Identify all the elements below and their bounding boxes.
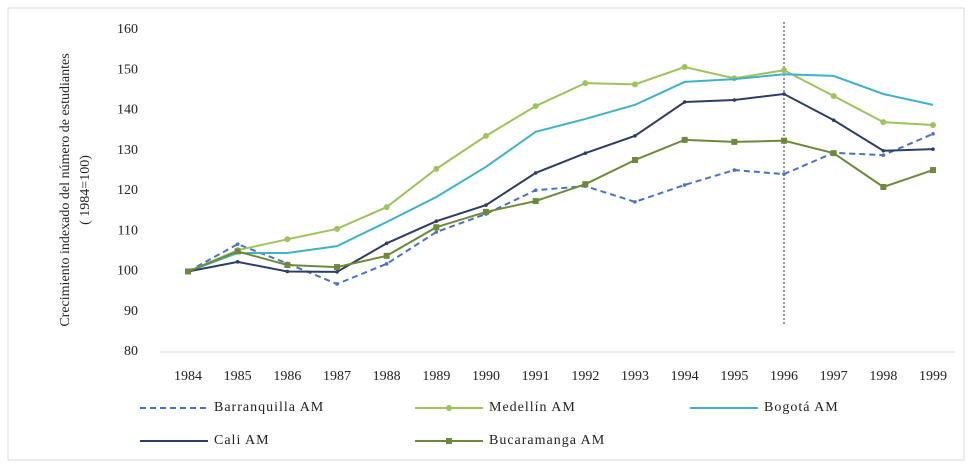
y-tick-label: 80 bbox=[124, 344, 138, 359]
y-tick-label: 110 bbox=[118, 223, 138, 238]
point bbox=[235, 260, 240, 264]
point bbox=[633, 200, 637, 204]
point bbox=[931, 132, 935, 136]
point bbox=[830, 93, 837, 100]
x-tick-label: 1987 bbox=[323, 369, 351, 384]
legend-label: Bogotá AM bbox=[764, 400, 839, 415]
point bbox=[484, 203, 488, 207]
x-tick-label: 1991 bbox=[522, 369, 550, 384]
point bbox=[732, 168, 737, 172]
x-tick-label: 1985 bbox=[224, 369, 252, 384]
point bbox=[732, 98, 737, 102]
series-line bbox=[187, 73, 934, 273]
point bbox=[782, 172, 786, 176]
y-tick-label: 140 bbox=[117, 103, 138, 118]
point bbox=[334, 264, 340, 271]
point bbox=[335, 270, 339, 274]
point bbox=[433, 165, 440, 172]
y-tick-label: 130 bbox=[117, 143, 138, 158]
y-axis-label: Crecimiento indexado del número de estud… bbox=[58, 53, 73, 326]
point bbox=[335, 282, 339, 286]
point bbox=[632, 157, 638, 164]
point bbox=[483, 208, 489, 215]
point bbox=[682, 183, 687, 187]
point bbox=[931, 147, 935, 151]
y-axis-label: ( 1984=100) bbox=[78, 155, 93, 225]
point bbox=[781, 67, 787, 74]
series-line bbox=[187, 65, 934, 273]
point bbox=[285, 269, 290, 274]
point bbox=[533, 171, 538, 175]
chart-frame bbox=[7, 7, 965, 461]
x-tick-label: 1993 bbox=[621, 369, 649, 384]
point bbox=[681, 64, 688, 71]
x-tick-label: 1990 bbox=[472, 369, 500, 384]
point bbox=[483, 132, 489, 139]
point bbox=[384, 241, 389, 246]
point bbox=[881, 148, 886, 153]
point bbox=[532, 198, 539, 205]
x-tick-label: 1995 bbox=[720, 369, 748, 384]
point bbox=[632, 81, 638, 88]
point bbox=[446, 405, 452, 411]
x-tick-label: 1997 bbox=[820, 369, 848, 384]
y-tick-label: 90 bbox=[124, 304, 138, 319]
point bbox=[930, 121, 936, 128]
x-tick-label: 1986 bbox=[273, 369, 301, 384]
point bbox=[582, 181, 589, 188]
x-tick-label: 1998 bbox=[869, 369, 897, 384]
x-tick-label: 1994 bbox=[671, 369, 699, 384]
point bbox=[334, 225, 340, 232]
point bbox=[831, 118, 836, 122]
point bbox=[533, 188, 538, 192]
x-tick-label: 1996 bbox=[770, 369, 798, 384]
point bbox=[782, 92, 786, 96]
point bbox=[185, 268, 191, 275]
x-tick-label: 1989 bbox=[422, 369, 450, 384]
point bbox=[682, 100, 687, 104]
point bbox=[384, 262, 389, 266]
x-tick-label: 1988 bbox=[373, 369, 401, 384]
point bbox=[930, 167, 936, 174]
y-tick-label: 100 bbox=[117, 264, 138, 279]
point bbox=[781, 137, 787, 144]
point bbox=[582, 80, 589, 87]
x-tick-label: 1992 bbox=[571, 369, 599, 384]
legend-label: Barranquilla AM bbox=[214, 400, 324, 415]
point bbox=[880, 119, 887, 126]
legend-label: Cali AM bbox=[214, 433, 270, 448]
point bbox=[234, 248, 241, 255]
point bbox=[434, 219, 439, 223]
point bbox=[434, 230, 439, 234]
point bbox=[383, 252, 390, 259]
point bbox=[284, 262, 291, 269]
point bbox=[881, 153, 886, 157]
point bbox=[446, 438, 452, 444]
point bbox=[633, 134, 637, 138]
point bbox=[284, 236, 291, 243]
point bbox=[731, 138, 738, 145]
point bbox=[433, 224, 440, 231]
legend-label: Bucaramanga AM bbox=[489, 433, 605, 448]
point bbox=[532, 103, 539, 110]
point bbox=[681, 136, 688, 143]
y-tick-label: 160 bbox=[117, 22, 138, 37]
point bbox=[830, 150, 837, 157]
point bbox=[583, 151, 588, 155]
y-tick-label: 150 bbox=[117, 62, 138, 77]
x-tick-label: 1999 bbox=[919, 369, 947, 384]
point bbox=[383, 204, 390, 211]
series-line bbox=[187, 92, 934, 273]
y-tick-label: 120 bbox=[117, 183, 138, 198]
legend-label: Medellín AM bbox=[489, 400, 576, 415]
x-tick-label: 1984 bbox=[174, 369, 202, 384]
series-line bbox=[187, 138, 934, 273]
point bbox=[880, 183, 887, 190]
point bbox=[235, 242, 240, 246]
